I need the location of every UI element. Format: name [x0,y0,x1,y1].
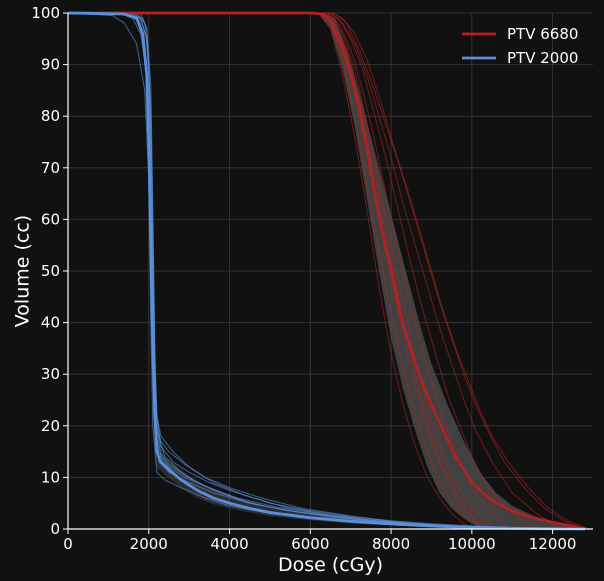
y-tick-label: 40 [41,314,60,332]
individual-line [68,12,537,530]
mean-lines [67,11,586,531]
y-tick-label: 70 [41,159,60,177]
individual-line [67,12,561,530]
x-tick-label: 2000 [130,535,168,553]
y-tick-label: 60 [41,210,60,228]
x-ticks: 0 2000 4000 6000 8000 10000 12000 [63,529,576,553]
y-tick-label: 20 [41,417,60,435]
individual-line [68,12,561,530]
y-axis-label: Volume (cc) [12,215,34,327]
y-ticks: 0 10 20 30 40 50 60 70 80 90 100 [31,4,68,538]
y-tick-label: 80 [41,107,60,125]
individual-line [68,12,497,530]
x-tick-label: 8000 [372,535,410,553]
x-tick-label: 0 [63,535,73,553]
series-mean-line [68,11,586,531]
x-tick-label: 12000 [529,535,577,553]
y-tick-label: 50 [41,262,60,280]
x-tick-label: 10000 [448,535,496,553]
individual-line [68,12,590,530]
individual-line [68,12,477,530]
y-tick-label: 10 [41,468,60,486]
individual-line [68,12,489,530]
legend: PTV 6680 PTV 2000 [462,25,578,67]
y-tick-label: 0 [50,520,60,538]
legend-label-ptv-2000: PTV 2000 [507,49,578,67]
series-mean-line [67,11,585,531]
legend-label-ptv-6680: PTV 6680 [507,25,578,43]
individual-line [68,12,485,530]
x-tick-label: 4000 [210,535,248,553]
individual-lines [67,12,590,530]
individual-line [68,12,586,530]
y-tick-label: 100 [31,4,60,22]
y-tick-label: 90 [41,56,60,74]
x-tick-label: 6000 [291,535,329,553]
x-axis-label: Dose (cGy) [278,554,383,576]
y-tick-label: 30 [41,365,60,383]
